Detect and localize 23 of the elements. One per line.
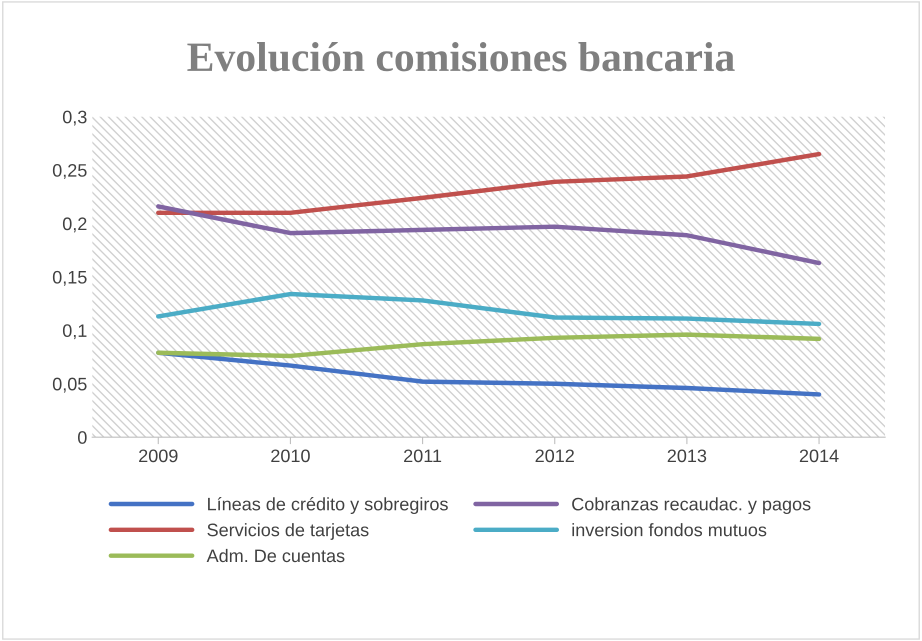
y-tick-label: 0,2 — [62, 217, 86, 232]
y-tick-label: 0,1 — [62, 324, 86, 340]
y-tick-label: 0,3 — [62, 110, 87, 126]
x-tick-label: 2009 — [139, 449, 178, 462]
legend-label: Líneas de crédito y sobregiros — [208, 497, 448, 514]
line-series — [156, 152, 822, 216]
line-series — [156, 292, 822, 326]
line-series — [156, 204, 822, 266]
x-tick-label: 2014 — [800, 449, 839, 462]
legend-label: inversion fondos mutuos — [572, 523, 766, 536]
y-tick-label: 0 — [78, 431, 87, 444]
line-series — [156, 332, 822, 358]
chart-title: Evolución comisiones bancaria — [187, 42, 735, 72]
y-tick-label: 0,25 — [52, 164, 87, 179]
x-tick-label: 2011 — [404, 449, 442, 462]
legend-label: Adm. De cuentas — [206, 548, 344, 562]
x-tick-label: 2012 — [536, 449, 574, 462]
legend-label: Servicios de tarjetas — [207, 523, 369, 540]
legend-label: Cobranzas recaudac. y pagos — [572, 497, 810, 514]
y-tick-label: 0,05 — [52, 378, 87, 393]
x-tick-label: 2013 — [668, 449, 706, 462]
x-tick-label: 2010 — [271, 449, 310, 462]
y-tick-label: 0,15 — [52, 270, 87, 286]
